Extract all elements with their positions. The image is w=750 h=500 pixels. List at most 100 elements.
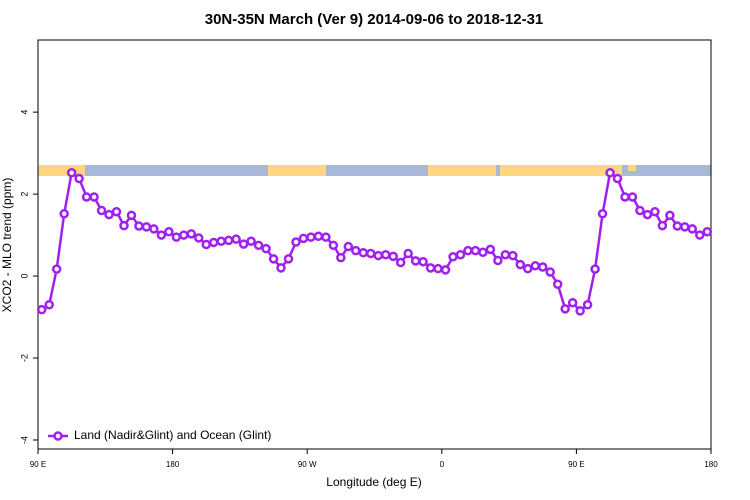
- data-point: [81, 192, 92, 202]
- data-point: [380, 249, 391, 260]
- data-point: [119, 220, 129, 231]
- data-point: [500, 249, 511, 260]
- x-tick-label: 0: [440, 460, 445, 469]
- data-point: [575, 306, 585, 316]
- data-point: [665, 210, 675, 221]
- data-point: [642, 209, 653, 220]
- data-point: [201, 239, 211, 250]
- data-point: [657, 220, 668, 231]
- data-point: [455, 249, 466, 260]
- data-point: [425, 263, 436, 273]
- data-point: [605, 168, 615, 178]
- data-point: [336, 252, 346, 263]
- data-point: [51, 264, 62, 274]
- x-tick-label: 180: [704, 460, 718, 469]
- data-point: [44, 299, 54, 310]
- data-point: [620, 192, 630, 202]
- y-tick-label: -2: [19, 354, 29, 362]
- data-point: [530, 261, 541, 271]
- data-point: [433, 263, 443, 274]
- data-point: [373, 250, 383, 261]
- data-point: [358, 247, 369, 258]
- x-tick-label: 90 E: [30, 460, 46, 469]
- data-point: [283, 254, 294, 264]
- data-point: [463, 245, 473, 256]
- land-ocean-band: [38, 165, 711, 176]
- y-tick-label: 2: [19, 192, 29, 197]
- data-point: [164, 227, 174, 237]
- data-point: [231, 234, 241, 244]
- data-point: [36, 304, 47, 315]
- legend-marker: [53, 431, 63, 441]
- data-point: [597, 209, 608, 219]
- data-point: [702, 227, 713, 237]
- x-tick-label: 180: [166, 460, 180, 469]
- data-point: [59, 209, 69, 219]
- y-tick-label: 4: [19, 110, 29, 115]
- y-tick-label: 0: [19, 274, 29, 279]
- data-point: [545, 267, 555, 277]
- data-point: [149, 224, 159, 234]
- data-point: [590, 264, 600, 274]
- data-point: [216, 236, 226, 246]
- x-tick-label: 90 W: [298, 460, 317, 469]
- data-point: [612, 173, 623, 184]
- data-point: [141, 222, 152, 232]
- data-point: [582, 299, 593, 310]
- data-point: [306, 232, 316, 242]
- data-point: [687, 224, 698, 234]
- data-point: [66, 168, 77, 178]
- data-point: [253, 240, 264, 251]
- data-point: [194, 233, 204, 243]
- data-point: [410, 256, 421, 266]
- data-point: [246, 236, 256, 246]
- data-point: [111, 206, 122, 217]
- data-point: [515, 259, 526, 270]
- data-point: [418, 256, 428, 267]
- data-point: [650, 206, 660, 217]
- data-point: [238, 239, 249, 249]
- data-point: [298, 233, 309, 244]
- data-point: [567, 297, 578, 308]
- data-point: [395, 257, 406, 268]
- data-point: [560, 304, 570, 314]
- x-axis-label: Longitude (deg E): [326, 475, 421, 489]
- data-point: [635, 205, 645, 216]
- legend-label: Land (Nadir&Glint) and Ocean (Glint): [74, 428, 271, 442]
- data-point: [156, 230, 167, 240]
- data-point: [268, 254, 279, 264]
- data-point: [171, 232, 182, 242]
- data-point: [680, 222, 690, 232]
- y-axis-label: XCO2 - MLO trend (ppm): [0, 178, 14, 313]
- data-point: [388, 251, 398, 262]
- data-point: [179, 230, 189, 240]
- data-point: [470, 245, 481, 256]
- data-point: [538, 262, 548, 272]
- data-point: [89, 192, 99, 202]
- chart-title: 30N-35N March (Ver 9) 2014-09-06 to 2018…: [205, 11, 544, 28]
- data-point: [261, 243, 271, 254]
- data-point: [313, 231, 324, 242]
- data-point: [96, 205, 107, 216]
- data-point: [74, 173, 84, 184]
- data-point: [695, 230, 705, 240]
- data-point: [440, 265, 451, 275]
- data-point: [328, 240, 339, 251]
- plot-frame: [37, 39, 712, 450]
- data-point: [223, 235, 234, 246]
- data-point: [478, 247, 488, 258]
- data-point: [508, 250, 518, 261]
- data-point: [351, 245, 361, 256]
- data-point: [366, 248, 376, 259]
- x-tick-label: 90 E: [568, 460, 584, 469]
- data-point: [448, 252, 458, 262]
- data-point: [343, 241, 354, 252]
- data-point: [403, 248, 413, 259]
- data-point: [485, 244, 496, 255]
- data-point: [208, 237, 219, 248]
- data-point: [186, 229, 197, 239]
- series-line: [41, 170, 708, 313]
- data-point: [126, 210, 137, 221]
- data-point: [321, 232, 331, 242]
